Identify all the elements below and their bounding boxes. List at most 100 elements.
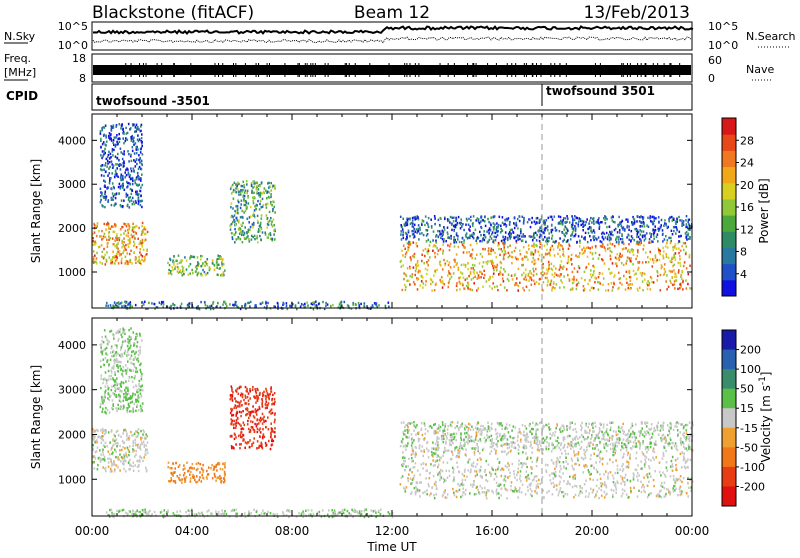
echo-point [611, 282, 613, 284]
echo-point [230, 225, 232, 227]
echo-point [252, 214, 254, 216]
echo-point [653, 261, 655, 263]
echo-point [476, 486, 478, 488]
echo-point [648, 261, 650, 263]
echo-point [139, 455, 141, 457]
echo-point [516, 222, 518, 224]
echo-point [199, 471, 201, 473]
echo-point [132, 465, 134, 467]
echo-point [430, 283, 432, 285]
echo-point [238, 435, 240, 437]
echo-point [579, 252, 581, 254]
echo-point [250, 512, 252, 514]
echo-point [124, 176, 126, 178]
echo-point [521, 235, 523, 237]
echo-point [221, 265, 223, 267]
echo-point [110, 468, 112, 470]
echo-point [136, 149, 138, 151]
echo-point [670, 237, 672, 239]
echo-point [490, 260, 492, 262]
echo-point [141, 145, 143, 147]
echo-point [168, 462, 170, 464]
echo-point [115, 304, 117, 306]
echo-point [425, 248, 427, 250]
echo-point [245, 210, 247, 212]
echo-point [250, 206, 252, 208]
echo-point [666, 242, 668, 244]
echo-point [217, 477, 219, 479]
echo-point [262, 428, 264, 430]
echo-point [109, 330, 111, 332]
echo-point [476, 254, 478, 256]
echo-point [123, 244, 125, 246]
echo-point [167, 466, 169, 468]
echo-point [101, 435, 103, 437]
echo-point [615, 228, 617, 230]
echo-point [112, 392, 114, 394]
echo-point [262, 301, 264, 303]
echo-point [467, 268, 469, 270]
echo-point [136, 178, 138, 180]
echo-point [123, 132, 125, 134]
echo-point [347, 510, 349, 512]
echo-point [105, 199, 107, 201]
echo-point [637, 472, 639, 474]
echo-point [578, 265, 580, 267]
echo-point [127, 513, 129, 515]
echo-point [632, 223, 634, 225]
echo-point [643, 230, 645, 232]
echo-point [407, 223, 409, 225]
echo-point [578, 221, 580, 223]
echo-point [133, 440, 135, 442]
echo-point [536, 281, 538, 283]
echo-point [124, 389, 126, 391]
echo-point [142, 241, 144, 243]
echo-point [425, 463, 427, 465]
echo-point [176, 511, 178, 513]
echo-point [548, 240, 550, 242]
nave-tick-bottom: 0 [708, 72, 715, 85]
echo-point [126, 393, 128, 395]
echo-point [575, 222, 577, 224]
echo-point [621, 495, 623, 497]
echo-point [274, 238, 276, 240]
echo-point [206, 470, 208, 472]
echo-point [272, 185, 274, 187]
echo-point [212, 477, 214, 479]
echo-point [103, 399, 105, 401]
echo-point [418, 264, 420, 266]
echo-point [553, 265, 555, 267]
echo-point [135, 165, 137, 167]
echo-point [126, 252, 128, 254]
echo-point [214, 475, 216, 477]
echo-point [380, 513, 382, 515]
echo-point [510, 229, 512, 231]
echo-point [604, 246, 606, 248]
echo-point [502, 236, 504, 238]
echo-point [133, 168, 135, 170]
echo-point [418, 224, 420, 226]
echo-point [272, 225, 274, 227]
echo-point [108, 393, 110, 395]
echo-point [231, 421, 233, 423]
echo-point [100, 406, 102, 408]
echo-point [679, 262, 681, 264]
echo-point [638, 262, 640, 264]
echo-point [110, 359, 112, 361]
echo-point [628, 287, 630, 289]
echo-point [618, 241, 620, 243]
echo-point [551, 263, 553, 265]
echo-point [138, 198, 140, 200]
echo-point [572, 278, 574, 280]
echo-point [123, 382, 125, 384]
echo-point [478, 277, 480, 279]
echo-point [385, 305, 387, 307]
echo-point [644, 278, 646, 280]
echo-point [237, 417, 239, 419]
echo-point [129, 237, 131, 239]
echo-point [668, 220, 670, 222]
echo-point [585, 221, 587, 223]
echo-point [554, 287, 556, 289]
echo-point [208, 466, 210, 468]
